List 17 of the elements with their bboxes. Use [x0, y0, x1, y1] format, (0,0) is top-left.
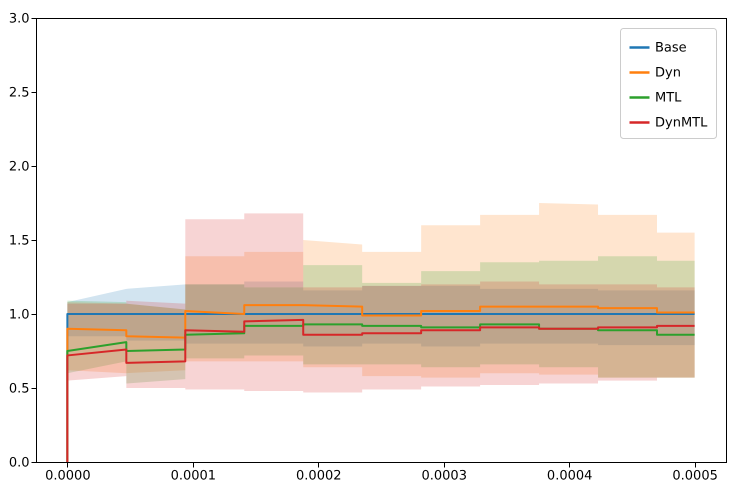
- y-tick-label: 1.0: [8, 308, 30, 322]
- y-tick-label: 0.5: [8, 382, 30, 396]
- x-tick-label: 0.0005: [672, 468, 718, 484]
- legend-label: Dyn: [655, 66, 681, 80]
- x-tick-label: 0.0001: [170, 468, 216, 484]
- y-tick-label: 2.5: [8, 86, 30, 100]
- legend-label: Base: [655, 40, 687, 56]
- x-tick-label: 0.0003: [421, 468, 467, 484]
- x-tick-label: 0.0002: [296, 468, 342, 484]
- y-tick-label: 0.0: [8, 456, 30, 470]
- x-tick-label: 0.0000: [45, 468, 91, 484]
- x-tick-label: 0.0004: [546, 468, 592, 484]
- legend-label: DynMTL: [655, 116, 708, 130]
- y-tick-label: 2.0: [8, 160, 30, 174]
- y-tick-label: 1.5: [8, 234, 30, 248]
- y-tick-label: 3.0: [8, 12, 30, 26]
- legend-label: MTL: [655, 90, 682, 106]
